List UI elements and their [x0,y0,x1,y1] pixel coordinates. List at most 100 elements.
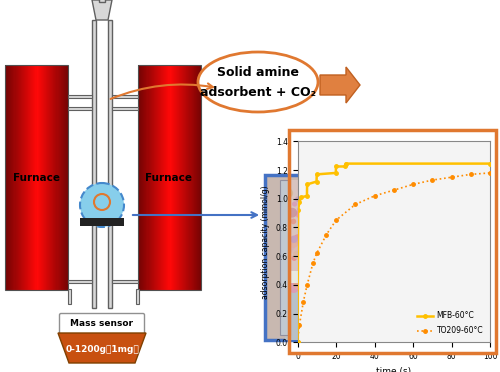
Polygon shape [320,67,360,103]
Bar [141,65,142,290]
Bar [188,65,190,290]
Bar [49,65,50,290]
Circle shape [344,203,350,209]
Text: Furnace: Furnace [12,173,60,183]
Circle shape [288,208,297,218]
Circle shape [338,208,349,218]
Bar [16,65,18,290]
Circle shape [302,188,313,198]
Bar [185,65,186,290]
Bar [180,65,181,290]
Circle shape [298,233,306,240]
Circle shape [360,218,366,224]
Circle shape [362,234,370,242]
Bar [370,180,380,335]
Bar [27,65,28,290]
Bar [186,65,188,290]
Bar [154,65,155,290]
Circle shape [294,281,302,290]
TO209-60°C [352,202,358,207]
Circle shape [328,264,338,275]
Bar [148,65,150,290]
Bar [68,95,92,98]
Bar [112,95,138,98]
Circle shape [336,190,346,201]
Circle shape [344,260,352,269]
MFB-60°C [314,172,320,177]
Circle shape [364,179,375,190]
Circle shape [332,273,339,281]
Circle shape [358,282,364,288]
Circle shape [352,208,359,216]
Circle shape [357,214,363,220]
Circle shape [293,234,302,244]
Bar [162,65,163,290]
Circle shape [356,254,364,262]
Bar [46,65,47,290]
Circle shape [316,263,322,270]
Y-axis label: adsorption capacity (mmol/g): adsorption capacity (mmol/g) [261,185,270,299]
Circle shape [324,251,331,258]
Circle shape [288,282,299,293]
Circle shape [314,209,322,217]
Circle shape [344,256,354,264]
Circle shape [344,275,352,283]
Circle shape [286,192,292,197]
Bar [163,65,164,290]
TO209-60°C [300,300,306,304]
Circle shape [344,224,350,230]
Bar [150,65,152,290]
MFB-60°C [342,164,348,169]
Text: 0-1200g（1mg）: 0-1200g（1mg） [65,346,139,355]
Bar [142,65,144,290]
Circle shape [327,185,334,192]
MFB-60°C [294,340,300,344]
FancyBboxPatch shape [60,314,144,334]
TO209-60°C [314,251,320,256]
Bar [285,180,375,335]
Bar [174,65,175,290]
Bar [144,65,146,290]
Circle shape [351,202,356,207]
Bar [67,65,68,290]
Circle shape [286,242,295,251]
Bar [200,65,201,290]
Bar [112,280,138,283]
Text: Mass sensor: Mass sensor [70,320,134,328]
TO209-60°C [294,340,300,344]
Circle shape [326,270,334,279]
Circle shape [368,219,376,227]
Bar [38,65,40,290]
Circle shape [346,240,356,251]
Bar [108,20,112,308]
Circle shape [366,206,374,214]
Bar [146,65,148,290]
Bar [192,65,194,290]
Circle shape [352,206,361,215]
Circle shape [360,216,367,223]
Circle shape [357,243,366,252]
Bar [36,65,38,290]
TO209-60°C [296,323,302,327]
Bar [22,65,23,290]
MFB-60°C [304,194,310,198]
Circle shape [342,182,351,192]
Bar [23,65,24,290]
Circle shape [293,274,302,283]
Circle shape [284,189,293,198]
MFB-60°C [333,171,339,175]
Circle shape [290,235,298,243]
Circle shape [362,224,372,234]
Circle shape [292,256,297,261]
Bar [48,65,49,290]
Circle shape [80,183,124,227]
Bar [138,65,201,290]
Circle shape [298,253,306,261]
Circle shape [299,199,306,206]
Bar [56,65,58,290]
Circle shape [316,179,326,189]
Bar [179,65,180,290]
Circle shape [304,222,313,232]
Bar [68,107,92,110]
Bar [63,65,64,290]
